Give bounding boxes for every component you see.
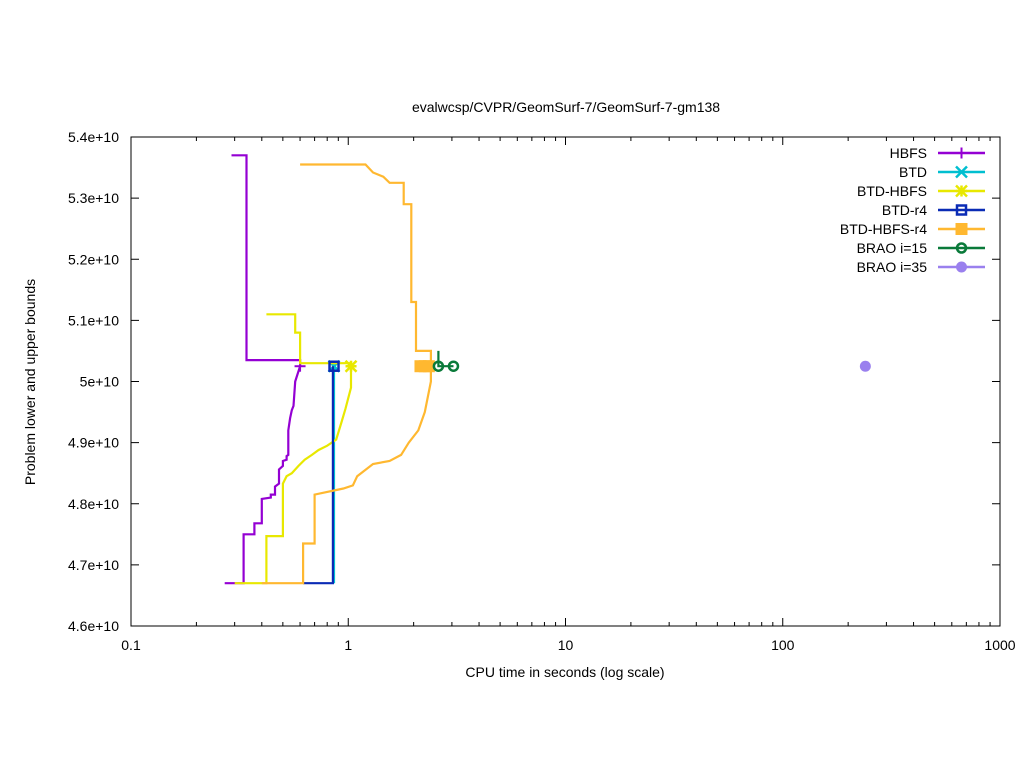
x-tick-label: 1000: [984, 637, 1015, 653]
series-brao-i-35: [859, 360, 871, 372]
y-tick-label: 5e+10: [80, 374, 120, 390]
series-line: [231, 154, 302, 367]
x-tick-label: 1: [344, 637, 352, 653]
y-tick-label: 5.2e+10: [68, 251, 119, 267]
series-line: [303, 366, 334, 585]
data-point: [344, 359, 358, 373]
series-line: [261, 366, 432, 585]
series-line: [224, 365, 302, 585]
ticks: 4.6e+10 4.7e+10 4.8e+10 4.9e+10 5e+10 5.1e+10…: [68, 129, 1016, 653]
y-tick-label: 4.7e+10: [68, 557, 119, 573]
y-tick-label: 5.1e+10: [68, 312, 119, 328]
x-tick-label: 10: [558, 637, 574, 653]
legend-entry-brao-i-35: BRAO i=35: [857, 259, 985, 275]
data-point: [422, 360, 435, 373]
legend-entry-hbfs: HBFS: [890, 145, 985, 161]
legend-label: BRAO i=35: [857, 259, 928, 275]
series-btd-r4: [303, 360, 340, 585]
legend-entry-btd-hbfs: BTD-HBFS: [857, 183, 985, 199]
series-btd: [327, 359, 341, 584]
series-line: [300, 163, 432, 367]
legend-entry-btd-hbfs-r4: BTD-HBFS-r4: [840, 221, 985, 237]
data-point: [432, 360, 445, 372]
series-brao-i-15: [432, 350, 460, 372]
data-point: [328, 360, 340, 372]
y-tick-label: 4.9e+10: [68, 435, 119, 451]
series-btd-hbfs-r4: [261, 163, 435, 585]
legend-label: BTD-HBFS-r4: [840, 221, 927, 237]
chart-title: evalwcsp/CVPR/GeomSurf-7/GeomSurf-7-gm13…: [412, 99, 720, 115]
data-point: [447, 360, 460, 372]
plot-area: [224, 154, 871, 585]
series-line: [234, 366, 353, 585]
legend-entry-btd: BTD: [899, 164, 985, 180]
x-tick-label: 0.1: [121, 637, 141, 653]
legend-entry-btd-r4: BTD-r4: [882, 202, 985, 218]
x-tick-label: 100: [771, 637, 795, 653]
legend-label: BTD: [899, 164, 927, 180]
series-btd-hbfs: [234, 313, 358, 585]
legend-marker: [955, 204, 968, 216]
plot-frame: [130, 136, 1001, 627]
series-hbfs: [224, 154, 306, 585]
series-line: [437, 350, 454, 368]
legend-label: BTD-r4: [882, 202, 927, 218]
y-tick-label: 5.3e+10: [68, 190, 119, 206]
legend-marker: [956, 147, 967, 159]
legend-marker: [956, 261, 967, 273]
legend-marker: [955, 242, 968, 254]
legend-label: BTD-HBFS: [857, 183, 927, 199]
legend-entry-brao-i-15: BRAO i=15: [857, 240, 985, 256]
axes: [130, 136, 1001, 627]
y-tick-label: 4.6e+10: [68, 618, 119, 634]
legend-label: BRAO i=15: [857, 240, 928, 256]
y-axis-label: Problem lower and upper bounds: [22, 279, 38, 485]
legend-marker: [955, 223, 968, 235]
y-tick-label: 4.8e+10: [68, 496, 119, 512]
series-line: [266, 313, 353, 367]
legend: HBFS BTD BTD-HBFS BTD-r4 BTD-HBFS-r4 BRAO i=1…: [840, 145, 985, 275]
data-point: [859, 360, 871, 372]
y-tick-label: 5.4e+10: [68, 129, 119, 145]
x-axis-label: CPU time in seconds (log scale): [465, 664, 664, 680]
legend-label: HBFS: [890, 145, 927, 161]
legend-marker: [955, 184, 968, 198]
legend-marker: [955, 165, 968, 179]
